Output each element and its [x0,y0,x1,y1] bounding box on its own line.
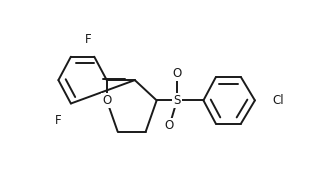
Text: S: S [173,94,181,107]
Text: O: O [172,67,182,80]
Text: O: O [102,94,111,107]
Text: O: O [164,119,174,132]
Text: Cl: Cl [273,94,284,107]
Text: F: F [85,33,91,46]
Text: F: F [55,114,62,127]
